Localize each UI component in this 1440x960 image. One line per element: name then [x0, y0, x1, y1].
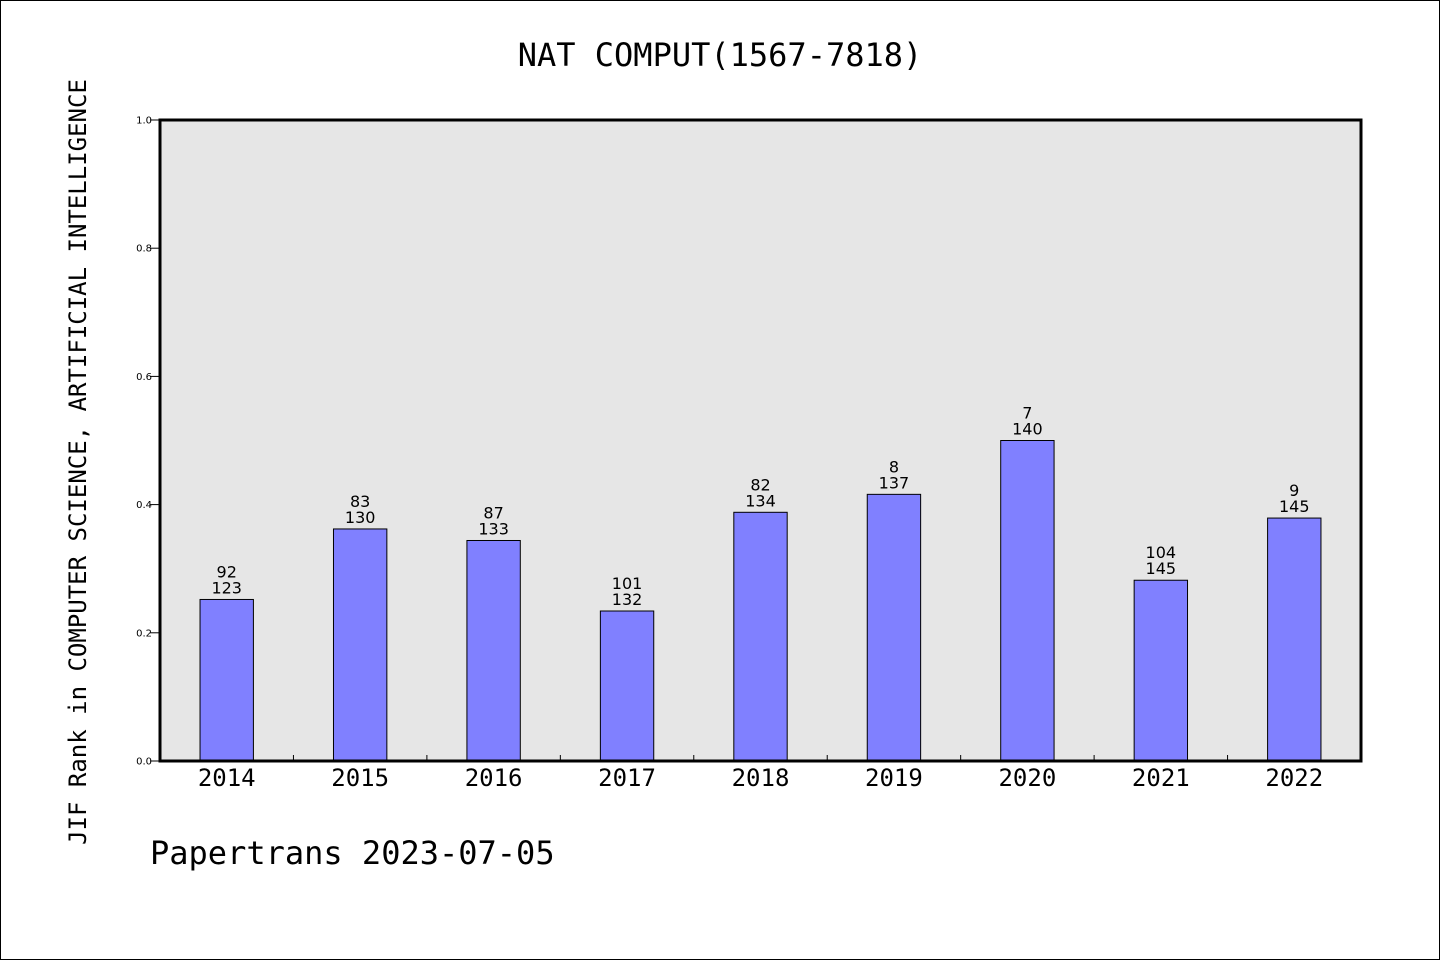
x-tick-label: 2018: [732, 764, 790, 792]
bar-2022: [1267, 517, 1322, 762]
footer-credit: Papertrans 2023-07-05: [150, 834, 555, 872]
bar-rank-label: 8: [889, 457, 899, 476]
y-tick-label: 0.6: [136, 372, 152, 383]
bar-2018: [733, 511, 788, 762]
x-tick-label: 2021: [1132, 764, 1190, 792]
x-tick-label: 2020: [998, 764, 1056, 792]
bars: [199, 440, 1322, 762]
bar-rank-label: 87: [483, 503, 503, 522]
bar-rank-label: 9: [1289, 481, 1299, 500]
bar-total-label: 130: [345, 508, 376, 527]
bar-2017: [599, 610, 655, 762]
x-ticks: 2014 2015 2016 2017 2018 2019 2020 2021 2022: [198, 755, 1323, 792]
bar-2021: [1133, 579, 1189, 762]
y-tick-label: 0.0: [136, 757, 152, 768]
plot-border: [158, 118, 1363, 763]
y-ticks: 0.0 0.2 0.4 0.6 0.8 1.0: [136, 116, 160, 768]
y-tick-label: 0.2: [136, 628, 152, 639]
bar-total-label: 123: [211, 578, 242, 597]
bar-2014: [199, 598, 254, 762]
bar-2019: [866, 493, 922, 762]
bar-total-label: 140: [1012, 420, 1043, 439]
bar-2015: [332, 528, 388, 762]
y-tick-label: 0.8: [136, 244, 152, 255]
x-tick-label: 2016: [465, 764, 523, 792]
chart-title: NAT COMPUT(1567-7818): [518, 36, 923, 74]
y-tick-label: 1.0: [136, 116, 152, 127]
bar-rank-label: 101: [612, 574, 643, 593]
bar-rank-label: 82: [750, 475, 770, 494]
bar-total-label: 134: [745, 491, 776, 510]
x-tick-label: 2022: [1265, 764, 1323, 792]
bar-total-label: 145: [1279, 497, 1310, 516]
bar-total-label: 145: [1146, 559, 1177, 578]
bar-rank-label: 92: [217, 562, 237, 581]
x-tick-label: 2017: [598, 764, 656, 792]
bar-2016: [466, 539, 521, 762]
bar-rank-label: 104: [1146, 543, 1177, 562]
bar-rank-label: 7: [1022, 404, 1032, 423]
bar-2020: [1000, 440, 1055, 762]
y-tick-label: 0.4: [136, 500, 152, 511]
y-axis-label: JIF Rank in COMPUTER SCIENCE, ARTIFICIAL…: [64, 79, 92, 845]
bar-rank-label: 83: [350, 492, 370, 511]
x-tick-label: 2014: [198, 764, 256, 792]
bar-total-label: 137: [879, 473, 910, 492]
bar-total-label: 132: [612, 590, 643, 609]
x-tick-label: 2019: [865, 764, 923, 792]
bar-total-label: 133: [478, 519, 509, 538]
x-tick-label: 2015: [331, 764, 389, 792]
